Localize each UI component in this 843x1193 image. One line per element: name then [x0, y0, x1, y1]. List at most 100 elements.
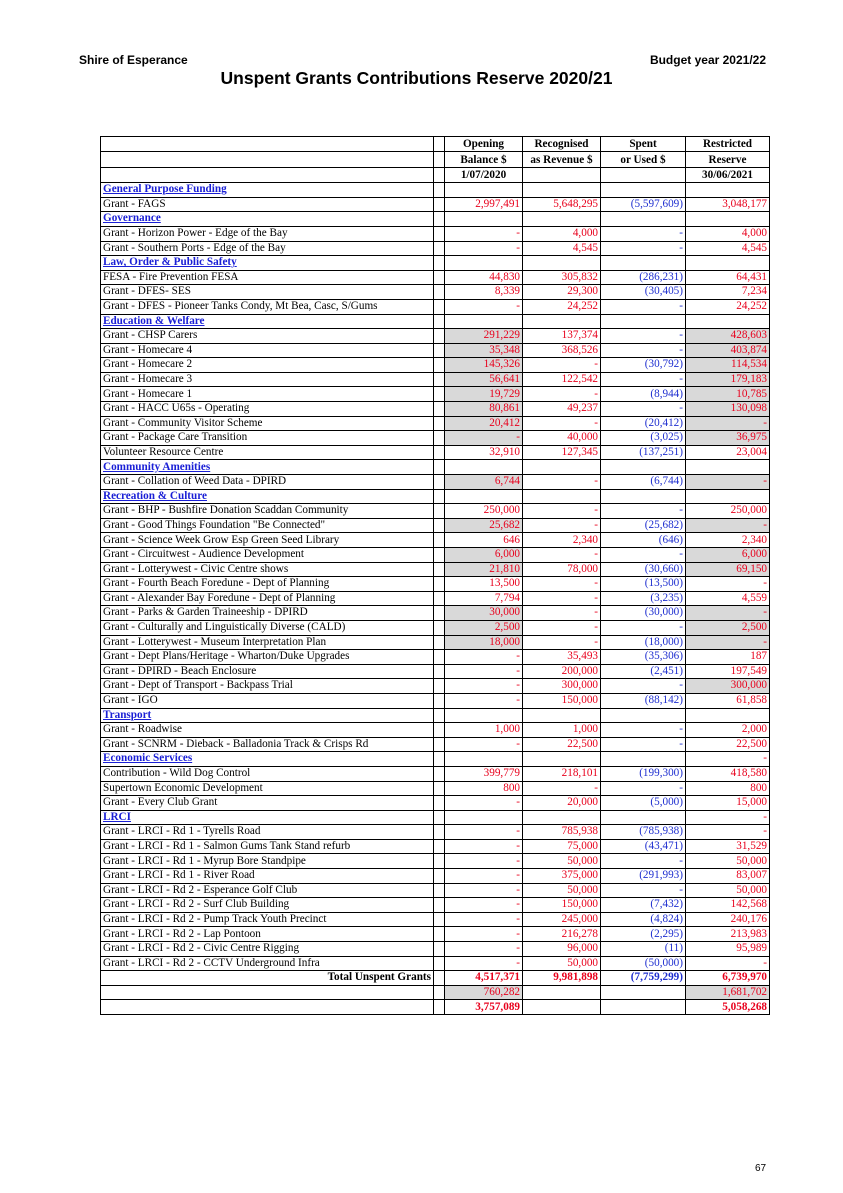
- spent-used: [600, 809, 686, 826]
- spent-used: (3,025): [600, 430, 686, 446]
- spent-used: (50,000): [600, 955, 686, 972]
- grant-name: Grant - BHP - Bushfire Donation Scaddan …: [100, 503, 434, 519]
- recognised-revenue: -: [522, 386, 601, 403]
- recognised-revenue: -: [522, 634, 601, 651]
- spent-used: (18,000): [600, 634, 686, 651]
- section-heading: Economic Services: [100, 751, 434, 767]
- row-spacer: [433, 298, 445, 315]
- opening-balance: -: [444, 911, 523, 928]
- table-row: Grant - LRCI - Rd 1 - Myrup Bore Standpi…: [100, 853, 770, 870]
- table-row: Grant - Southern Ports - Edge of the Bay…: [100, 240, 770, 257]
- restricted-reserve: -: [685, 474, 770, 490]
- table-row: Volunteer Resource Centre 32,910 127,345 (1…: [100, 444, 770, 461]
- opening-balance: [444, 809, 523, 826]
- row-spacer: [433, 809, 445, 826]
- grant-name: Grant - Homecare 2: [100, 357, 434, 373]
- grant-name: Grant - Lotterywest - Civic Centre shows: [100, 561, 434, 578]
- grant-name: Grant - Community Visitor Scheme: [100, 415, 434, 432]
- row-spacer: [433, 517, 445, 534]
- section-row: Community Amenities: [100, 459, 770, 476]
- row-spacer: [433, 970, 445, 986]
- grant-name: Grant - LRCI - Rd 1 - Myrup Bore Standpi…: [100, 853, 434, 870]
- table-row: Grant - LRCI - Rd 1 - Tyrells Road -785,9…: [100, 824, 770, 840]
- table-row: Grant - LRCI - Rd 1 - Salmon Gums Tank S…: [100, 838, 770, 855]
- grant-name: Grant - LRCI - Rd 1 - River Road: [100, 868, 434, 884]
- spent-used: (25,682): [600, 517, 686, 534]
- spent-used: (5,597,609): [600, 196, 686, 213]
- recognised-revenue: 50,000: [522, 955, 601, 972]
- grants-table: Opening Recognised Spent Restricted Balance …: [100, 135, 770, 1016]
- row-spacer: [433, 736, 445, 753]
- spent-used: (286,231): [600, 269, 686, 286]
- spent-used: (291,993): [600, 868, 686, 884]
- spent-used: (30,000): [600, 605, 686, 621]
- table-row: Grant - Every Club Grant -20,000 (5,000) 15…: [100, 795, 770, 811]
- table-row: Grant - Parks & Garden Traineeship - DPI…: [100, 605, 770, 621]
- recognised-revenue: [522, 255, 601, 271]
- grant-name: Supertown Economic Development: [100, 780, 434, 797]
- row-spacer: [433, 926, 445, 943]
- total-label: Total Unspent Grants: [100, 970, 434, 986]
- recognised-revenue: 305,832: [522, 269, 601, 286]
- restricted-reserve: 114,534: [685, 357, 770, 373]
- grant-name: Grant - LRCI - Rd 2 - Pump Track Youth P…: [100, 911, 434, 928]
- table-row: Contribution - Wild Dog Control 399,779 21…: [100, 765, 770, 782]
- recognised-revenue: [522, 459, 601, 476]
- opening-balance: 8,339: [444, 284, 523, 300]
- restricted-reserve: 187: [685, 649, 770, 665]
- restricted-reserve: 197,549: [685, 663, 770, 680]
- recognised-revenue: -: [522, 357, 601, 373]
- spent-used: (3,235): [600, 590, 686, 607]
- restricted-reserve: 4,545: [685, 240, 770, 257]
- grant-name: Grant - DFES - Pioneer Tanks Condy, Mt B…: [100, 298, 434, 315]
- restricted-reserve: -: [685, 824, 770, 840]
- restricted-reserve: [685, 488, 770, 505]
- row-spacer: [433, 401, 445, 417]
- recognised-revenue: 75,000: [522, 838, 601, 855]
- opening-balance: -: [444, 240, 523, 257]
- restricted-reserve: 15,000: [685, 795, 770, 811]
- table-row: Grant - Alexander Bay Foredune - Dept of…: [100, 590, 770, 607]
- grant-name: Grant - CHSP Carers: [100, 328, 434, 344]
- table-row: Grant - Lotterywest - Museum Interpretat…: [100, 634, 770, 651]
- row-spacer: [433, 415, 445, 432]
- restricted-reserve: [685, 707, 770, 724]
- grant-name: Grant - DPIRD - Beach Enclosure: [100, 663, 434, 680]
- spent-used: -: [600, 503, 686, 519]
- column-header: Restricted: [685, 135, 770, 153]
- opening-balance: 35,348: [444, 342, 523, 359]
- spent-used: (43,471): [600, 838, 686, 855]
- section-row: General Purpose Funding: [100, 182, 770, 198]
- spent-used: (5,000): [600, 795, 686, 811]
- table-row: FESA - Fire Prevention FESA 44,830 305,832…: [100, 269, 770, 286]
- column-header: 1/07/2020: [444, 166, 523, 184]
- table-row: Grant - Fourth Beach Foredune - Dept of …: [100, 576, 770, 592]
- recognised-revenue: [522, 211, 601, 227]
- row-spacer: [433, 634, 445, 651]
- spent-used: (13,500): [600, 576, 686, 592]
- restricted-reserve: -: [685, 955, 770, 972]
- recognised-revenue: -: [522, 619, 601, 636]
- summary-value: 760,282: [444, 984, 523, 1001]
- section-heading: LRCI: [100, 809, 434, 826]
- grant-name: Grant - Alexander Bay Foredune - Dept of…: [100, 590, 434, 607]
- opening-balance: 145,326: [444, 357, 523, 373]
- grant-name: Grant - IGO: [100, 692, 434, 709]
- spent-used: (199,300): [600, 765, 686, 782]
- total-value: 4,517,371: [444, 970, 523, 986]
- row-spacer: [433, 444, 445, 461]
- section-heading: Governance: [100, 211, 434, 227]
- opening-balance: 800: [444, 780, 523, 797]
- row-spacer: [433, 999, 445, 1016]
- restricted-reserve: 24,252: [685, 298, 770, 315]
- table-row: Grant - Circuitwest - Audience Developme…: [100, 547, 770, 563]
- table-row: Grant - Package Care Transition -40,000 (3…: [100, 430, 770, 446]
- restricted-reserve: 213,983: [685, 926, 770, 943]
- section-heading: Law, Order & Public Safety: [100, 255, 434, 271]
- row-spacer: [433, 488, 445, 505]
- row-spacer: [433, 459, 445, 476]
- table-row: Grant - LRCI - Rd 2 - Esperance Golf Clu…: [100, 882, 770, 899]
- opening-balance: 7,794: [444, 590, 523, 607]
- row-spacer: [433, 882, 445, 899]
- opening-balance: 6,000: [444, 547, 523, 563]
